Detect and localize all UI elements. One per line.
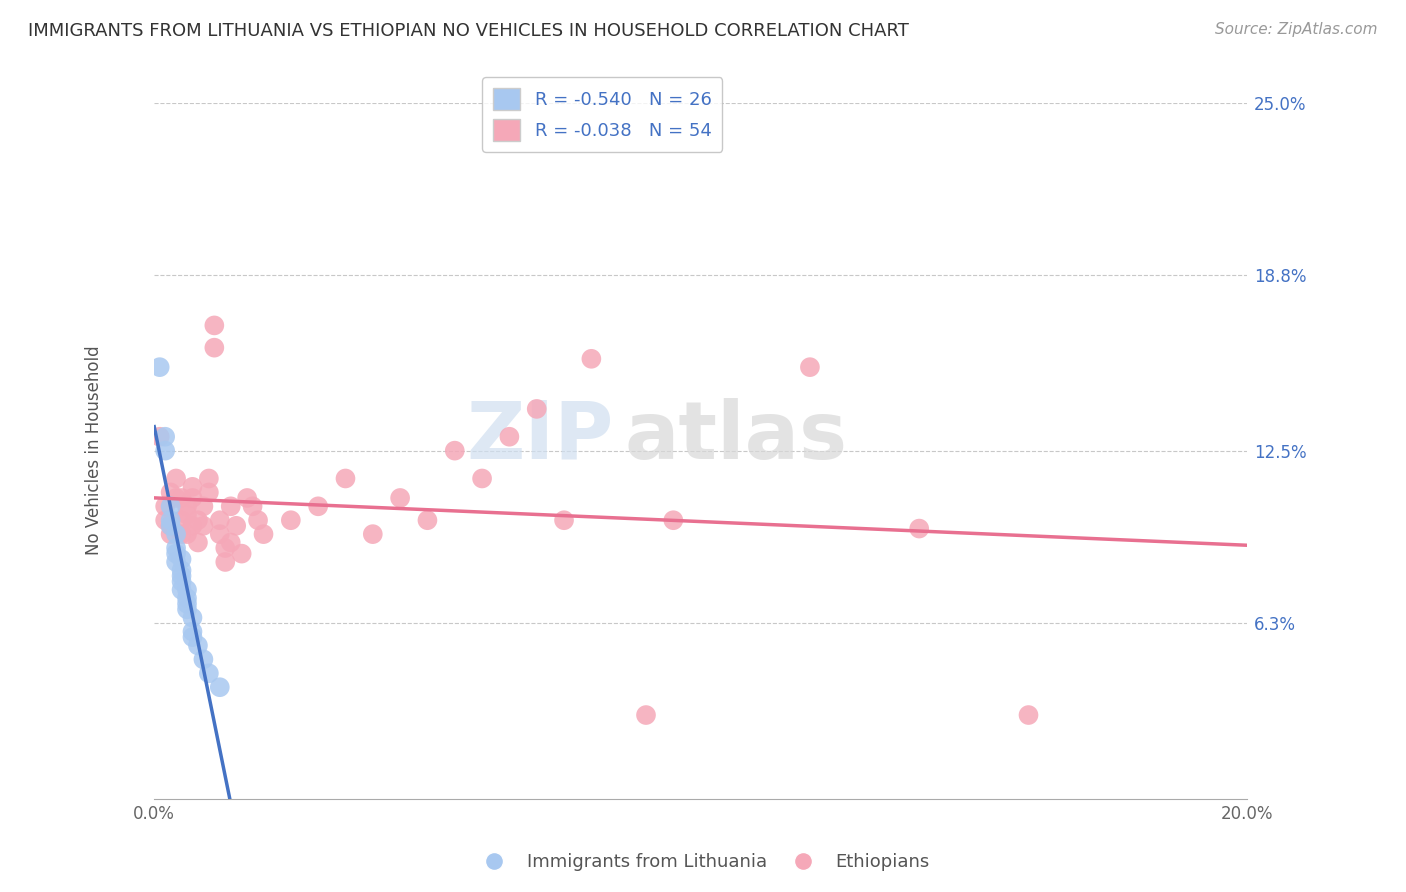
Point: [208, 527, 231, 541]
Point: [443, 443, 465, 458]
Point: [170, 569, 193, 583]
Point: [159, 500, 181, 514]
Point: [526, 401, 548, 416]
Point: [181, 630, 204, 644]
Point: [170, 527, 193, 541]
Point: [307, 500, 329, 514]
Point: [280, 513, 302, 527]
Point: [181, 480, 204, 494]
Point: [202, 341, 225, 355]
Point: [1018, 708, 1040, 723]
Point: [170, 491, 193, 505]
Point: [208, 513, 231, 527]
Point: [236, 491, 259, 505]
Point: [170, 513, 193, 527]
Point: [202, 318, 225, 333]
Point: [165, 471, 187, 485]
Point: [149, 430, 172, 444]
Point: [159, 518, 181, 533]
Point: [159, 527, 181, 541]
Point: [389, 491, 412, 505]
Point: [181, 491, 204, 505]
Point: [176, 508, 198, 522]
Point: [176, 500, 198, 514]
Point: [153, 430, 176, 444]
Point: [214, 555, 236, 569]
Point: [799, 360, 821, 375]
Point: [187, 513, 209, 527]
Point: [187, 639, 209, 653]
Point: [498, 430, 520, 444]
Point: [198, 471, 221, 485]
Point: [471, 471, 494, 485]
Point: [176, 591, 198, 606]
Point: [165, 527, 187, 541]
Legend: Immigrants from Lithuania, Ethiopians: Immigrants from Lithuania, Ethiopians: [470, 847, 936, 879]
Point: [193, 518, 215, 533]
Text: IMMIGRANTS FROM LITHUANIA VS ETHIOPIAN NO VEHICLES IN HOUSEHOLD CORRELATION CHAR: IMMIGRANTS FROM LITHUANIA VS ETHIOPIAN N…: [28, 22, 910, 40]
Point: [361, 527, 384, 541]
Point: [170, 574, 193, 589]
Text: Source: ZipAtlas.com: Source: ZipAtlas.com: [1215, 22, 1378, 37]
Point: [170, 563, 193, 577]
Point: [181, 610, 204, 624]
Point: [581, 351, 603, 366]
Point: [159, 485, 181, 500]
Point: [165, 555, 187, 569]
Point: [176, 602, 198, 616]
Text: atlas: atlas: [624, 398, 848, 475]
Point: [153, 513, 176, 527]
Point: [908, 522, 931, 536]
Point: [247, 513, 270, 527]
Point: [176, 527, 198, 541]
Point: [153, 443, 176, 458]
Point: [193, 500, 215, 514]
Point: [335, 471, 357, 485]
Point: [416, 513, 439, 527]
Point: [219, 535, 242, 549]
Legend: R = -0.540   N = 26, R = -0.038   N = 54: R = -0.540 N = 26, R = -0.038 N = 54: [482, 77, 723, 152]
Point: [214, 541, 236, 555]
Point: [149, 360, 172, 375]
Point: [225, 518, 247, 533]
Point: [159, 518, 181, 533]
Point: [170, 552, 193, 566]
Point: [176, 597, 198, 611]
Point: [176, 582, 198, 597]
Point: [165, 541, 187, 555]
Point: [165, 547, 187, 561]
Point: [165, 491, 187, 505]
Point: [198, 485, 221, 500]
Point: [181, 624, 204, 639]
Point: [181, 518, 204, 533]
Text: No Vehicles in Household: No Vehicles in Household: [86, 346, 103, 556]
Text: ZIP: ZIP: [465, 398, 613, 475]
Point: [662, 513, 685, 527]
Point: [193, 652, 215, 666]
Point: [159, 513, 181, 527]
Point: [252, 527, 274, 541]
Point: [634, 708, 657, 723]
Point: [553, 513, 575, 527]
Point: [153, 500, 176, 514]
Point: [231, 547, 253, 561]
Point: [187, 535, 209, 549]
Point: [170, 582, 193, 597]
Point: [198, 666, 221, 681]
Point: [242, 500, 264, 514]
Point: [219, 500, 242, 514]
Point: [208, 680, 231, 694]
